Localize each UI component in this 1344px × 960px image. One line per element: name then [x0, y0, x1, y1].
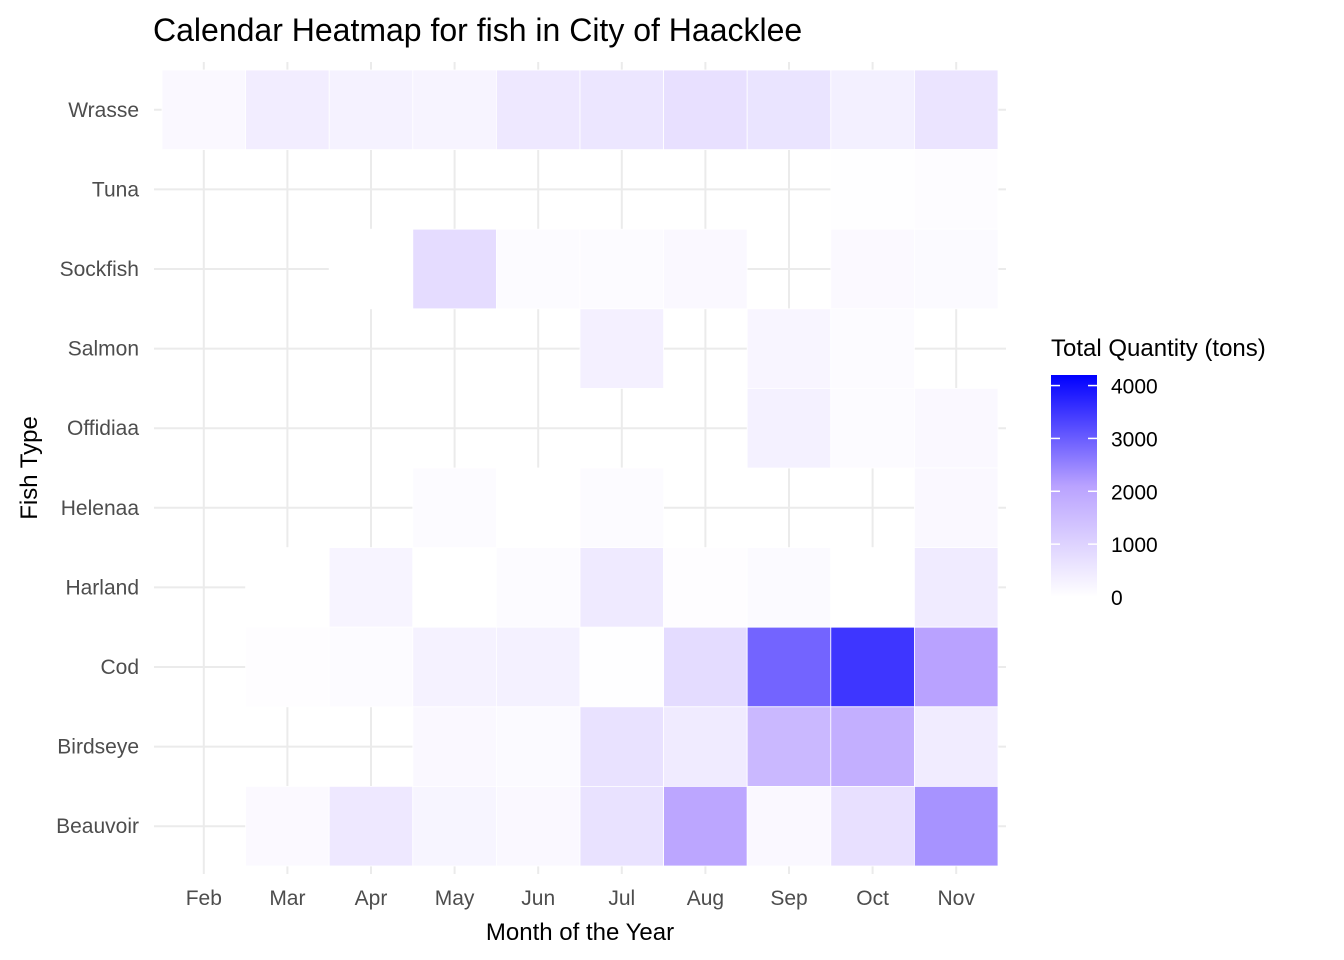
x-tick-label: May: [435, 887, 475, 910]
heatmap-cell: [663, 228, 748, 310]
y-tick-label: Helenaa: [61, 497, 140, 520]
heatmap-cell: [914, 467, 999, 548]
x-tick-label: Jun: [521, 887, 555, 910]
y-tick-label: Tuna: [92, 178, 139, 201]
heatmap-cell: [914, 149, 999, 230]
legend-ticks: 0 1000 2000 3000 4000: [1051, 376, 1158, 610]
heatmap-tiles: [161, 69, 999, 867]
heatmap-cell: [914, 786, 999, 867]
heatmap-cell: [495, 706, 581, 787]
x-axis-title: Month of the Year: [486, 919, 674, 946]
heatmap-cell: [412, 467, 497, 548]
color-legend: Total Quantity (tons) 0 1000 2000 3000 4000: [1051, 335, 1266, 610]
heatmap-cell: [663, 786, 748, 867]
heatmap-cell: [328, 547, 414, 628]
heatmap-cell: [746, 308, 832, 389]
x-tick-label: Mar: [269, 887, 305, 910]
x-tick-label: Feb: [186, 887, 222, 910]
heatmap-cell: [412, 786, 497, 867]
heatmap-cell: [328, 69, 414, 150]
heatmap-cell: [495, 786, 581, 867]
legend-color-bar: [1051, 375, 1097, 597]
heatmap-cell: [412, 69, 497, 150]
heatmap-cell: [412, 228, 497, 310]
heatmap-cell: [830, 387, 915, 469]
heatmap-cell: [830, 706, 915, 787]
heatmap-cell: [412, 706, 497, 787]
heatmap-cell: [579, 467, 664, 548]
legend-tick-label: 1000: [1111, 534, 1158, 557]
heatmap-cell: [495, 626, 581, 708]
heatmap-cell: [495, 467, 581, 548]
heatmap-cell: [746, 547, 832, 628]
x-tick-label: Aug: [687, 887, 724, 910]
y-tick-label: Harland: [65, 576, 139, 599]
x-tick-label: Sep: [770, 887, 807, 910]
y-tick-label: Birdseye: [57, 736, 139, 759]
heatmap-cell: [495, 547, 581, 628]
heatmap-cell: [579, 228, 664, 310]
heatmap-cell: [579, 626, 664, 708]
heatmap-cell: [328, 786, 414, 867]
heatmap-cell: [579, 547, 664, 628]
y-tick-label: Offidiaa: [67, 417, 139, 440]
heatmap-cell: [663, 547, 748, 628]
heatmap-cell: [245, 547, 330, 628]
y-tick-label: Sockfish: [60, 258, 139, 281]
heatmap-cell: [830, 626, 915, 708]
heatmap-cell: [579, 706, 664, 787]
heatmap-cell: [579, 308, 664, 389]
heatmap-cell: [746, 387, 832, 469]
x-tick-label: Apr: [355, 887, 388, 910]
heatmap-cell: [830, 786, 915, 867]
x-tick-label: Nov: [938, 887, 976, 910]
legend-tick-label: 4000: [1111, 376, 1158, 399]
heatmap-cell: [161, 69, 246, 150]
y-tick-label: Salmon: [68, 338, 139, 361]
heatmap-cell: [412, 547, 497, 628]
heatmap-cell: [412, 626, 497, 708]
x-tick-label: Oct: [856, 887, 889, 910]
heatmap-cell: [914, 626, 999, 708]
heatmap-cell: [914, 228, 999, 310]
heatmap-cell: [914, 547, 999, 628]
heatmap-cell: [245, 69, 330, 150]
x-axis-ticks: Feb Mar Apr May Jun Jul Aug Sep Oct Nov: [186, 887, 976, 910]
heatmap-cell: [914, 387, 999, 469]
heatmap-cell: [328, 626, 414, 708]
heatmap-cell: [746, 626, 832, 708]
heatmap-cell: [746, 706, 832, 787]
legend-tick-label: 0: [1111, 587, 1123, 610]
y-axis-ticks: Beauvoir Birdseye Cod Harland Helenaa Offidia…: [56, 99, 139, 838]
heatmap-cell: [830, 547, 915, 628]
heatmap-cell: [663, 706, 748, 787]
chart-title: Calendar Heatmap for fish in City of Haa…: [153, 12, 802, 48]
y-axis-title: Fish Type: [16, 416, 43, 520]
heatmap-cell: [830, 69, 915, 150]
heatmap-cell: [663, 69, 748, 150]
legend-tick-label: 3000: [1111, 428, 1158, 451]
heatmap-cell: [914, 69, 999, 150]
heatmap-cell: [579, 786, 664, 867]
heatmap-cell: [746, 786, 832, 867]
heatmap-cell: [495, 228, 581, 310]
heatmap-cell: [579, 69, 664, 150]
y-tick-label: Beauvoir: [56, 815, 139, 838]
heatmap-cell: [245, 626, 330, 708]
legend-title: Total Quantity (tons): [1051, 335, 1266, 362]
heatmap-cell: [746, 69, 832, 150]
y-tick-label: Wrasse: [68, 99, 139, 122]
heatmap-cell: [245, 786, 330, 867]
heatmap-cell: [830, 308, 915, 389]
x-tick-label: Jul: [608, 887, 635, 910]
heatmap-cell: [663, 626, 748, 708]
heatmap-cell: [830, 228, 915, 310]
heatmap-cell: [914, 706, 999, 787]
heatmap-cell: [328, 228, 414, 310]
heatmap-cell: [830, 149, 915, 230]
legend-tick-label: 2000: [1111, 481, 1158, 504]
heatmap-cell: [495, 69, 581, 150]
y-tick-label: Cod: [100, 656, 139, 679]
